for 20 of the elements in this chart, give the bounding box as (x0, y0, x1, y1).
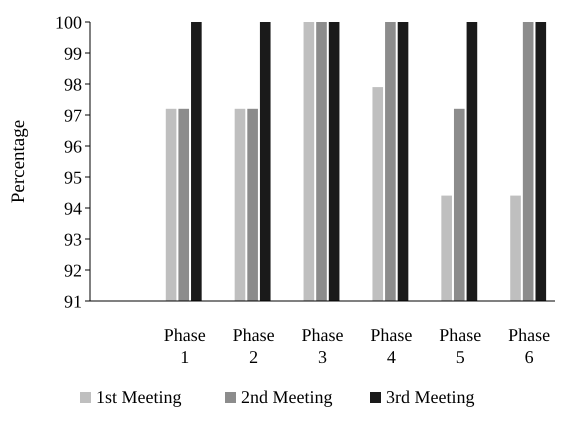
y-tick-label: 95 (64, 167, 82, 188)
x-tick-label: Phase 6 (508, 325, 550, 367)
y-tick-label: 91 (64, 291, 82, 312)
y-tick-label: 97 (64, 105, 82, 126)
y-tick-label: 93 (64, 229, 82, 250)
x-tick-label: Phase 4 (370, 325, 412, 367)
x-tick-label: Phase 1 (164, 325, 206, 367)
y-axis-title: Percentage (8, 120, 29, 204)
y-tick-label: 96 (64, 136, 82, 156)
legend-label: 3rd Meeting (386, 387, 474, 407)
y-tick-label: 92 (64, 260, 82, 280)
legend-label: 2nd Meeting (241, 387, 332, 407)
x-tick-label: Phase 5 (439, 325, 482, 367)
x-tick-label: Phase 2 (232, 325, 275, 367)
y-tick-label: 100 (55, 12, 82, 32)
y-tick-label: 94 (64, 198, 82, 218)
y-tick-label: 99 (64, 43, 82, 64)
x-tick-label: Phase 3 (302, 325, 344, 367)
y-tick-label: 98 (64, 74, 82, 94)
legend-label: 1st Meeting (96, 387, 182, 407)
